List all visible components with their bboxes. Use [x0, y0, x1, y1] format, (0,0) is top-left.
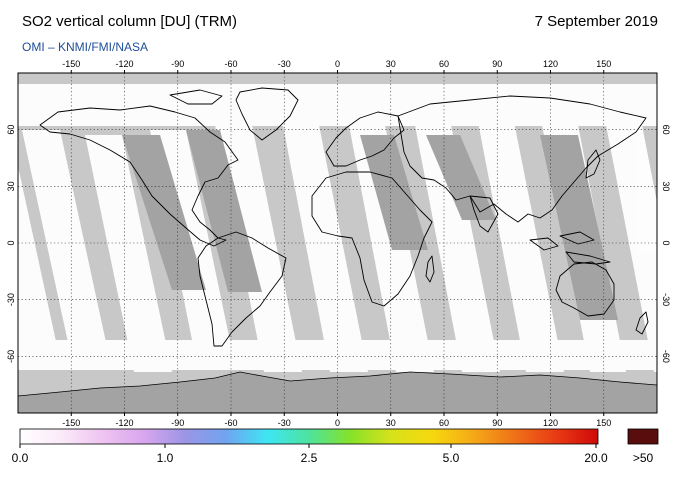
lon-tick-label-top: 60	[439, 59, 449, 69]
lon-tick-label-bottom: 0	[335, 418, 340, 428]
lat-tick-label-left: -60	[6, 350, 16, 363]
lon-tick-label-bottom: -120	[115, 418, 133, 428]
colorbar-tick-label: 2.5	[300, 451, 318, 465]
lon-tick-label-bottom: -150	[62, 418, 80, 428]
map-date: 7 September 2019	[534, 13, 658, 30]
antarctica-landmass	[18, 371, 657, 413]
lon-tick-label-top: 120	[543, 59, 558, 69]
lon-tick-label-bottom: 60	[439, 418, 449, 428]
colorbar-tick-label: 0.0	[11, 451, 29, 465]
lon-tick-label-top: -60	[224, 59, 237, 69]
lat-tick-label-left: 60	[6, 125, 16, 135]
dark-swath-segments	[122, 130, 618, 320]
map-title: SO2 vertical column [DU] (TRM)	[22, 13, 238, 30]
colorbar	[19, 428, 659, 445]
coastlines	[39, 87, 649, 347]
lat-tick-label-left: -30	[6, 293, 16, 306]
lon-tick-label-bottom: -90	[171, 418, 184, 428]
lon-tick-label-bottom: 30	[386, 418, 396, 428]
lon-tick-label-top: -120	[115, 59, 133, 69]
colorbar-gradient	[19, 428, 599, 445]
lat-tick-label-right: -60	[661, 350, 671, 363]
lat-tick-label-right: -30	[661, 293, 671, 306]
lon-tick-label-top: -150	[62, 59, 80, 69]
lat-tick-label-left: 30	[6, 181, 16, 191]
colorbar-tick-label: 5.0	[442, 451, 460, 465]
lat-tick-label-right: 60	[661, 125, 671, 135]
lon-tick-label-top: 30	[386, 59, 396, 69]
colorbar-tick-label: 1.0	[156, 451, 174, 465]
lat-tick-label-right: 30	[661, 181, 671, 191]
lon-tick-label-top: -30	[278, 59, 291, 69]
lon-tick-label-bottom: -60	[224, 418, 237, 428]
colorbar-tick-label: 20.0	[584, 451, 608, 465]
lon-tick-label-bottom: -30	[278, 418, 291, 428]
lon-tick-label-bottom: 90	[492, 418, 502, 428]
graticule	[18, 73, 657, 413]
lon-tick-label-bottom: 120	[543, 418, 558, 428]
colorbar-overflow-label: >50	[632, 451, 654, 465]
data-credit: OMI – KNMI/FMI/NASA	[22, 40, 149, 54]
lon-tick-label-top: 0	[335, 59, 340, 69]
lon-tick-label-top: -90	[171, 59, 184, 69]
lon-tick-label-top: 90	[492, 59, 502, 69]
colorbar-overflow-swatch	[627, 428, 659, 445]
lon-tick-label-top: 150	[596, 59, 611, 69]
lat-tick-label-right: 0	[661, 240, 671, 245]
lon-tick-label-bottom: 150	[596, 418, 611, 428]
lat-tick-label-left: 0	[6, 240, 16, 245]
